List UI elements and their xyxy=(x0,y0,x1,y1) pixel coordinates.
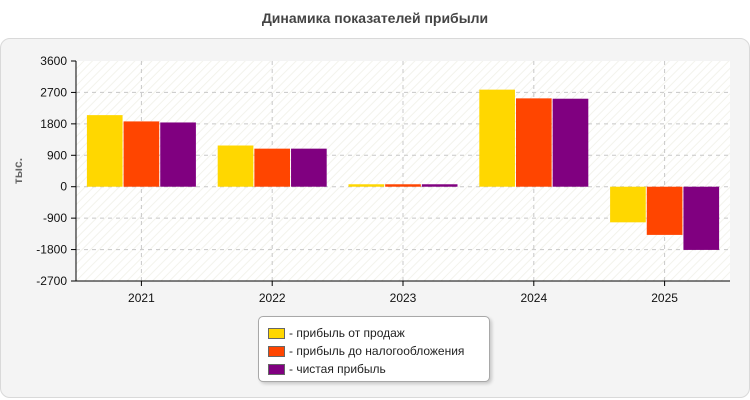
legend-label: - прибыль от продаж xyxy=(289,326,405,340)
bar-1-2022 xyxy=(217,145,254,187)
y-tick-label: 0 xyxy=(60,180,67,194)
bar-3-2023 xyxy=(421,184,458,187)
y-axis-label: тыс. xyxy=(11,158,25,184)
bar-2-2025 xyxy=(646,186,683,235)
bar-1-2021 xyxy=(86,115,123,187)
x-tick-label: 2022 xyxy=(259,291,286,305)
y-tick-label: 2700 xyxy=(40,85,67,99)
y-tick-label: 1800 xyxy=(40,117,67,131)
axes-layer: 3600 2700 1800 900 0 -900 -1800 -2700 2021 2022 20… xyxy=(11,54,730,305)
bar-3-2024 xyxy=(552,98,589,187)
x-tick-label: 2025 xyxy=(651,291,678,305)
legend: - прибыль от продаж - прибыль до налогооб… xyxy=(258,316,490,382)
bar-1-2024 xyxy=(479,89,515,187)
bar-2-2022 xyxy=(254,148,291,187)
y-tick-label: -2700 xyxy=(36,274,67,288)
legend-swatch xyxy=(268,327,285,339)
bar-2-2024 xyxy=(515,98,552,187)
bar-2-2021 xyxy=(123,121,160,187)
y-tick-label: 3600 xyxy=(40,54,67,68)
x-tick-label: 2023 xyxy=(390,291,417,305)
legend-item-2: - прибыль до налогообложения xyxy=(268,342,489,360)
bar-3-2025 xyxy=(683,186,720,250)
y-tick-label: -900 xyxy=(43,211,67,225)
bar-3-2021 xyxy=(160,122,196,187)
bar-3-2022 xyxy=(291,148,327,187)
bar-2-2023 xyxy=(385,184,421,187)
legend-item-3: - чистая прибыль xyxy=(268,360,489,378)
y-tick-label: -1800 xyxy=(36,243,67,257)
bars-layer xyxy=(86,89,720,250)
x-tick-label: 2024 xyxy=(520,291,547,305)
legend-swatch xyxy=(268,345,285,357)
legend-swatch xyxy=(268,363,285,375)
legend-label: - прибыль до налогообложения xyxy=(289,344,465,358)
legend-label: - чистая прибыль xyxy=(289,362,386,376)
bar-1-2025 xyxy=(610,186,646,223)
y-tick-label: 900 xyxy=(47,148,67,162)
x-tick-label: 2021 xyxy=(128,291,155,305)
bar-1-2023 xyxy=(348,184,385,187)
legend-item-1: - прибыль от продаж xyxy=(268,324,489,342)
chart-title: Динамика показателей прибыли xyxy=(261,10,489,26)
